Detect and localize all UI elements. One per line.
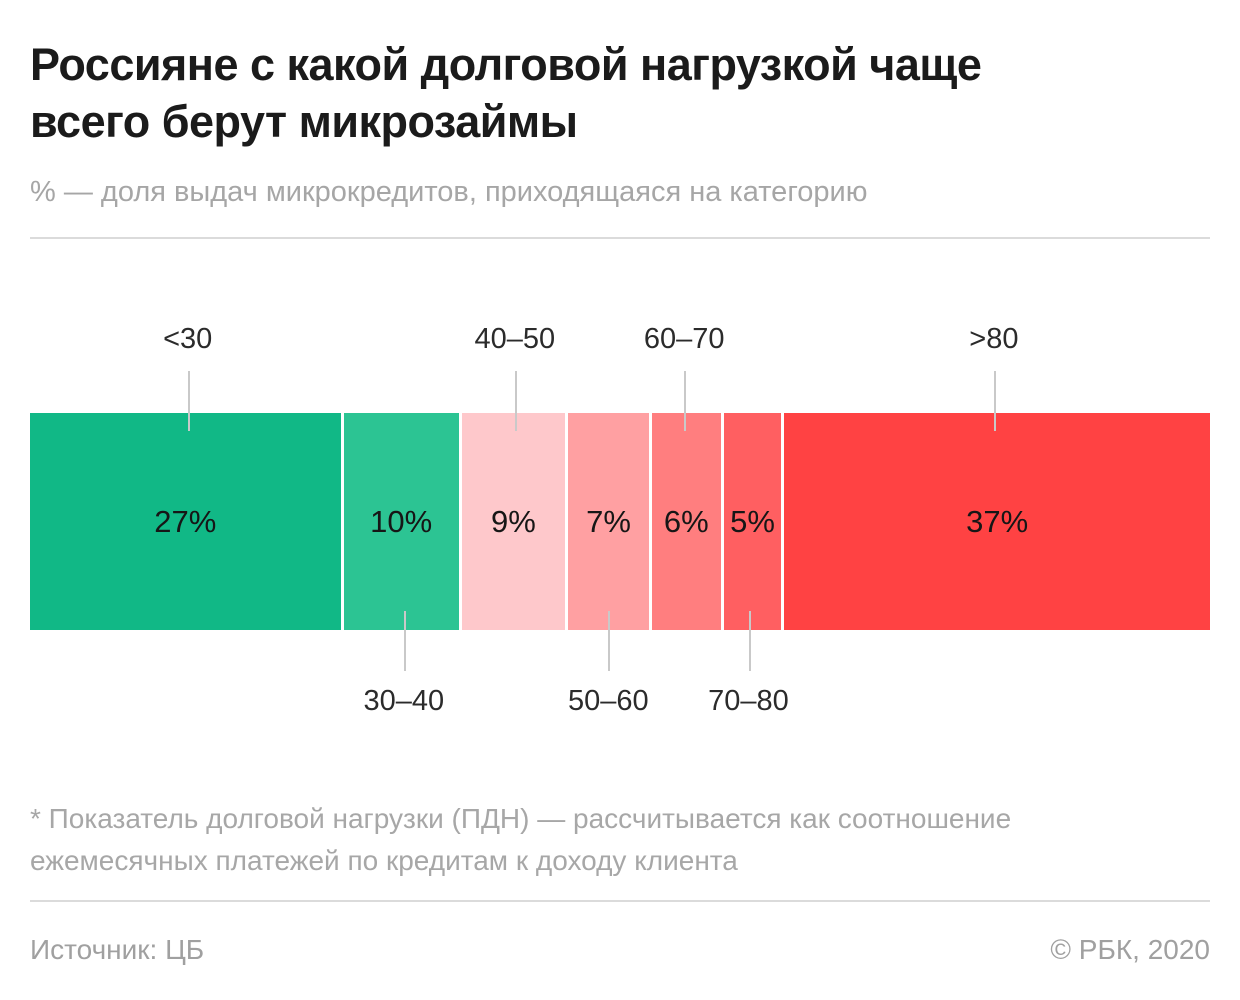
leader-line: [684, 371, 687, 431]
bar-segment-7: 37%: [784, 413, 1211, 630]
footer: Источник: ЦБ © РБК, 2020: [30, 934, 1210, 966]
bar-segment-3: 9%: [461, 413, 566, 630]
category-label: <30: [163, 323, 213, 355]
chart-subtitle: % — доля выдач микрокредитов, приходящая…: [30, 176, 868, 208]
category-label: 50–60: [567, 685, 649, 717]
segment-value-label: 7%: [586, 503, 631, 539]
segment-value-label: 5%: [730, 503, 775, 539]
bar-segment-2: 10%: [343, 413, 459, 630]
bar-segment-1: 27%: [30, 413, 341, 630]
leader-line: [187, 371, 190, 431]
footnote: * Показатель долговой нагрузки (ПДН) — р…: [30, 798, 1210, 882]
segment-value-label: 27%: [154, 503, 217, 539]
footnote-line-1: * Показатель долговой нагрузки (ПДН) — р…: [30, 803, 1012, 834]
stacked-bar-chart: <30 40–50 60–70 >80 27% 10% 9% 7% 6% 5% 37% 30–40…: [30, 239, 1211, 760]
leader-line: [993, 371, 996, 431]
bar-segment-6: 5%: [723, 413, 782, 630]
divider-bottom: [30, 900, 1210, 902]
category-label: 60–70: [643, 323, 725, 355]
category-label: 40–50: [474, 323, 556, 355]
leader-line: [748, 611, 751, 671]
leader-line: [608, 611, 611, 671]
stacked-bar: 27% 10% 9% 7% 6% 5% 37%: [30, 413, 1211, 630]
source-label: Источник: ЦБ: [30, 934, 205, 965]
segment-value-label: 9%: [491, 503, 536, 539]
bar-segment-4: 7%: [568, 413, 649, 630]
leader-line: [514, 371, 517, 431]
footnote-line-2: ежемесячных платежей по кредитам к доход…: [30, 845, 738, 876]
segment-value-label: 6%: [663, 503, 709, 539]
divider-top: [30, 237, 1210, 239]
category-label: 30–40: [363, 685, 445, 717]
category-label: >80: [969, 323, 1019, 355]
page-title: Россияне с какой долговой нагрузкой чаще…: [30, 36, 1210, 150]
top-category-labels: <30 40–50 60–70 >80: [30, 239, 1210, 431]
category-label: 70–80: [708, 685, 789, 717]
bottom-category-labels: 30–40 50–60 70–80: [30, 611, 1210, 760]
leader-line: [403, 611, 406, 671]
bar-segment-5: 6%: [651, 413, 721, 630]
title-line-2: всего берут микрозаймы: [30, 96, 578, 147]
segment-value-label: 10%: [370, 503, 433, 539]
title-line-1: Россияне с какой долговой нагрузкой чаще: [30, 39, 982, 90]
copyright-label: © РБК, 2020: [1050, 934, 1210, 965]
segment-value-label: 37%: [966, 503, 1029, 539]
